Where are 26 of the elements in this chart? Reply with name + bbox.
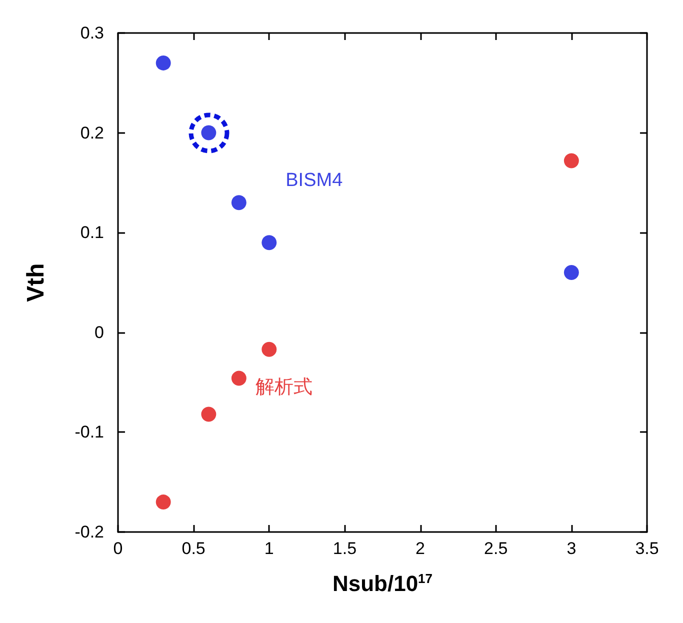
x-tick-label: 2: [416, 539, 426, 558]
point: [231, 195, 246, 210]
y-tick-label: 0.2: [80, 123, 104, 142]
y-axis-title: Vth: [22, 263, 50, 302]
y-tick-label: 0.3: [80, 24, 104, 42]
series-label: 解析式: [256, 376, 313, 398]
y-tick-label: -0.2: [74, 522, 104, 542]
x-tick-label: 3: [566, 539, 576, 558]
text: BISM4: [286, 170, 344, 192]
point: [564, 153, 579, 168]
point: [156, 494, 171, 510]
x-tick-label: 0.5: [182, 539, 206, 558]
y-tick-label: 0: [94, 322, 104, 342]
x-tick-label: 3.5: [635, 539, 659, 558]
point: [201, 406, 216, 422]
x-tick-label: 1: [264, 539, 274, 558]
y-tick-label: -0.1: [74, 422, 104, 442]
x-tick-label: 0: [113, 539, 123, 558]
x-tick-label: 1.5: [332, 539, 357, 558]
point: [156, 55, 171, 70]
point: [231, 370, 246, 386]
point: [262, 235, 277, 250]
x-tick-label: 2.5: [484, 539, 508, 558]
point: [564, 265, 579, 280]
point: [262, 342, 277, 357]
y-tick-label: 0.1: [80, 223, 104, 242]
